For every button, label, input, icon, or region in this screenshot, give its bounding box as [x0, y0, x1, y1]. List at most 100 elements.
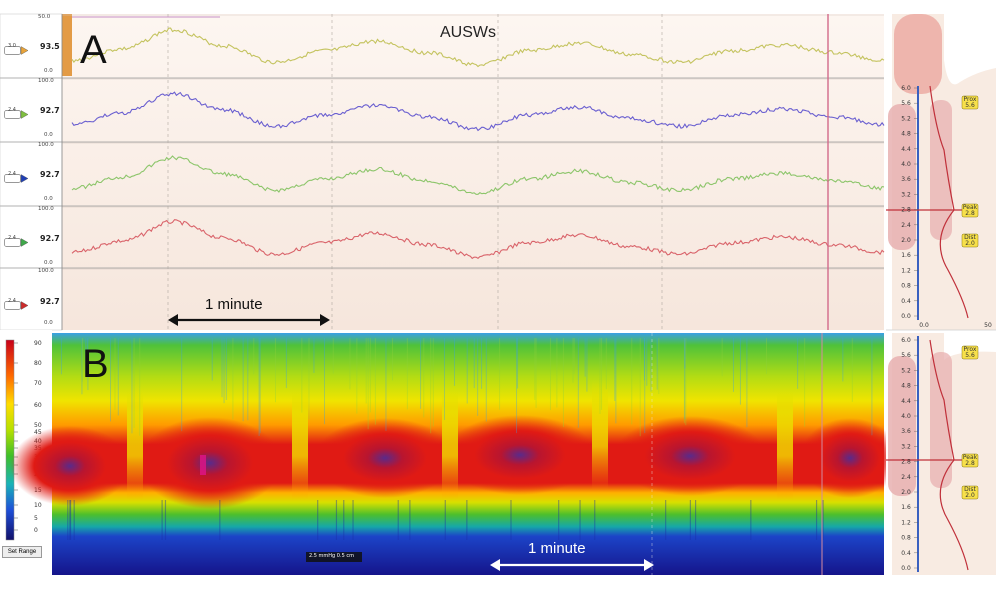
panel-b-time-label: 1 minute [528, 540, 586, 557]
lane-ymin: 0.0 [44, 196, 53, 202]
relaxation-gap [592, 380, 608, 490]
side-b-tick-label: 0.8 [901, 535, 911, 542]
scale-note: 2.5 mmHg 0.5 cm [309, 553, 354, 559]
side-a-ticks: 6.0 5.6 5.2 4.8 4.4 4.0 3.6 3.2 2.8 2.4 2.0 1.6 1.2 0… [901, 85, 992, 329]
panel-b-letter: B [82, 342, 109, 386]
panel-a-time-label: 1 minute [205, 296, 263, 313]
side-tag-label: Dist [964, 486, 976, 493]
panel-a [0, 13, 885, 331]
side-tag-box [961, 453, 979, 468]
side-a-bottom-tick: 0.0 [919, 322, 929, 329]
lane-ymin: 0.0 [44, 320, 53, 326]
side-b-tick-label: 2.8 [901, 459, 911, 466]
panel-a-title: AUSWs [440, 24, 496, 41]
side-b-tick-label: 0.0 [901, 565, 911, 572]
side-tag-box [961, 203, 979, 218]
channel-marker-icon[interactable] [4, 234, 30, 247]
panel-b: 9080706050454035302520151050 [0, 330, 900, 578]
channel-tag: 2.4 [8, 235, 16, 241]
channel-marker-icon[interactable] [4, 170, 30, 183]
set-range-button[interactable]: Set Range [2, 546, 42, 558]
side-tag-value: 5.6 [965, 352, 975, 359]
side-tag-value: 2.0 [965, 492, 975, 499]
side-a-balloon-right [930, 100, 952, 240]
side-b-tick-label: 2.4 [901, 474, 911, 481]
peak-spot [200, 455, 206, 475]
channel-tag: 2.4 [8, 298, 16, 304]
pressure-blob [444, 415, 596, 495]
channel-marker-icon[interactable] [4, 106, 30, 119]
side-b-ticks: 6.0 5.6 5.2 4.8 4.4 4.0 3.6 3.2 2.8 2.4 2.0 1.6 1.2 0… [901, 337, 979, 572]
colorbar-tick-label: 5 [34, 515, 38, 522]
side-b-balloon-left [888, 356, 916, 496]
channel-value: 93.5 [40, 42, 60, 51]
side-tag-value: 2.0 [965, 240, 975, 247]
side-a-tick-label: 0.0 [901, 313, 911, 320]
lane-ymax: 50.0 [38, 14, 51, 20]
side-tag-label: Prox [964, 96, 977, 103]
panel-a-vertical-gridlines [167, 14, 663, 330]
side-tag-box [961, 345, 979, 360]
side-a-balloon-left [888, 104, 916, 250]
side-tag-value: 2.8 [965, 210, 975, 217]
relaxation-gap [127, 390, 143, 500]
side-a-tick-label: 5.6 [901, 100, 911, 107]
side-tag-value: 5.6 [965, 102, 975, 109]
side-a-tick-label: 2.4 [901, 222, 911, 229]
side-a-tick-label: 4.0 [901, 161, 911, 168]
side-b-tick-label: 5.2 [901, 367, 911, 374]
side-tag-value: 2.8 [965, 460, 975, 467]
side-a-tick-label: 3.2 [901, 191, 911, 198]
colorbar-tick-label: 90 [34, 340, 42, 347]
channel-value: 92.7 [40, 297, 60, 306]
side-a-tick-label: 0.8 [901, 283, 911, 290]
side-tag-box [961, 95, 979, 110]
side-b-tick-label: 1.2 [901, 519, 911, 526]
side-b-tick-label: 1.6 [901, 504, 911, 511]
channel-value: 92.7 [40, 170, 60, 179]
relaxation-gap [777, 390, 793, 500]
colorbar-tick-label: 50 [34, 422, 42, 429]
side-tag-label: Dist [964, 234, 976, 241]
lane-dividers [0, 14, 884, 330]
side-a-tick-label: 6.0 [901, 85, 911, 92]
spectrogram-blobs [10, 380, 900, 509]
channel-marker-icon[interactable] [4, 297, 30, 310]
channel-tag: 3.0 [8, 43, 16, 49]
pressure-blob [315, 418, 455, 498]
pressure-blob [10, 426, 130, 506]
side-a-tick-label: 2.0 [901, 237, 911, 244]
trace-line-4 [71, 219, 885, 260]
colorbar-tick-label: 0 [34, 527, 38, 534]
colorbar-tick-label: 60 [34, 402, 42, 409]
side-b-tick-label: 3.6 [901, 428, 911, 435]
top-marker-strip [62, 14, 72, 76]
channel-tag: 2.4 [8, 171, 16, 177]
lane-ymax: 100.0 [38, 78, 54, 84]
lane-ymin: 0.0 [44, 132, 53, 138]
side-a-tick-label: 0.4 [901, 298, 911, 305]
side-b-tick-label: 2.0 [901, 489, 911, 496]
side-b-tick-label: 5.6 [901, 352, 911, 359]
time-arrow-a [168, 314, 330, 326]
lane-ymax: 100.0 [38, 268, 54, 274]
side-b-tick-label: 0.4 [901, 550, 911, 557]
side-a-tick-label: 1.6 [901, 252, 911, 259]
side-a-tick-label: 1.2 [901, 267, 911, 274]
side-b-tick-label: 4.8 [901, 383, 911, 390]
channel-label-column [0, 13, 63, 331]
spectrogram-streaks [60, 338, 873, 540]
lane-ymin: 0.0 [44, 260, 53, 266]
channel-value: 92.7 [40, 234, 60, 243]
trace-line-1 [71, 27, 885, 68]
side-tag-label: Prox [964, 346, 977, 353]
side-tag-box [961, 485, 979, 500]
pressure-blob [800, 418, 900, 498]
colorbar [5, 339, 15, 541]
channel-marker-icon[interactable] [4, 42, 30, 55]
lane-ymax: 100.0 [38, 206, 54, 212]
time-arrow-b [490, 559, 654, 571]
side-a-tick-label: 5.2 [901, 115, 911, 122]
